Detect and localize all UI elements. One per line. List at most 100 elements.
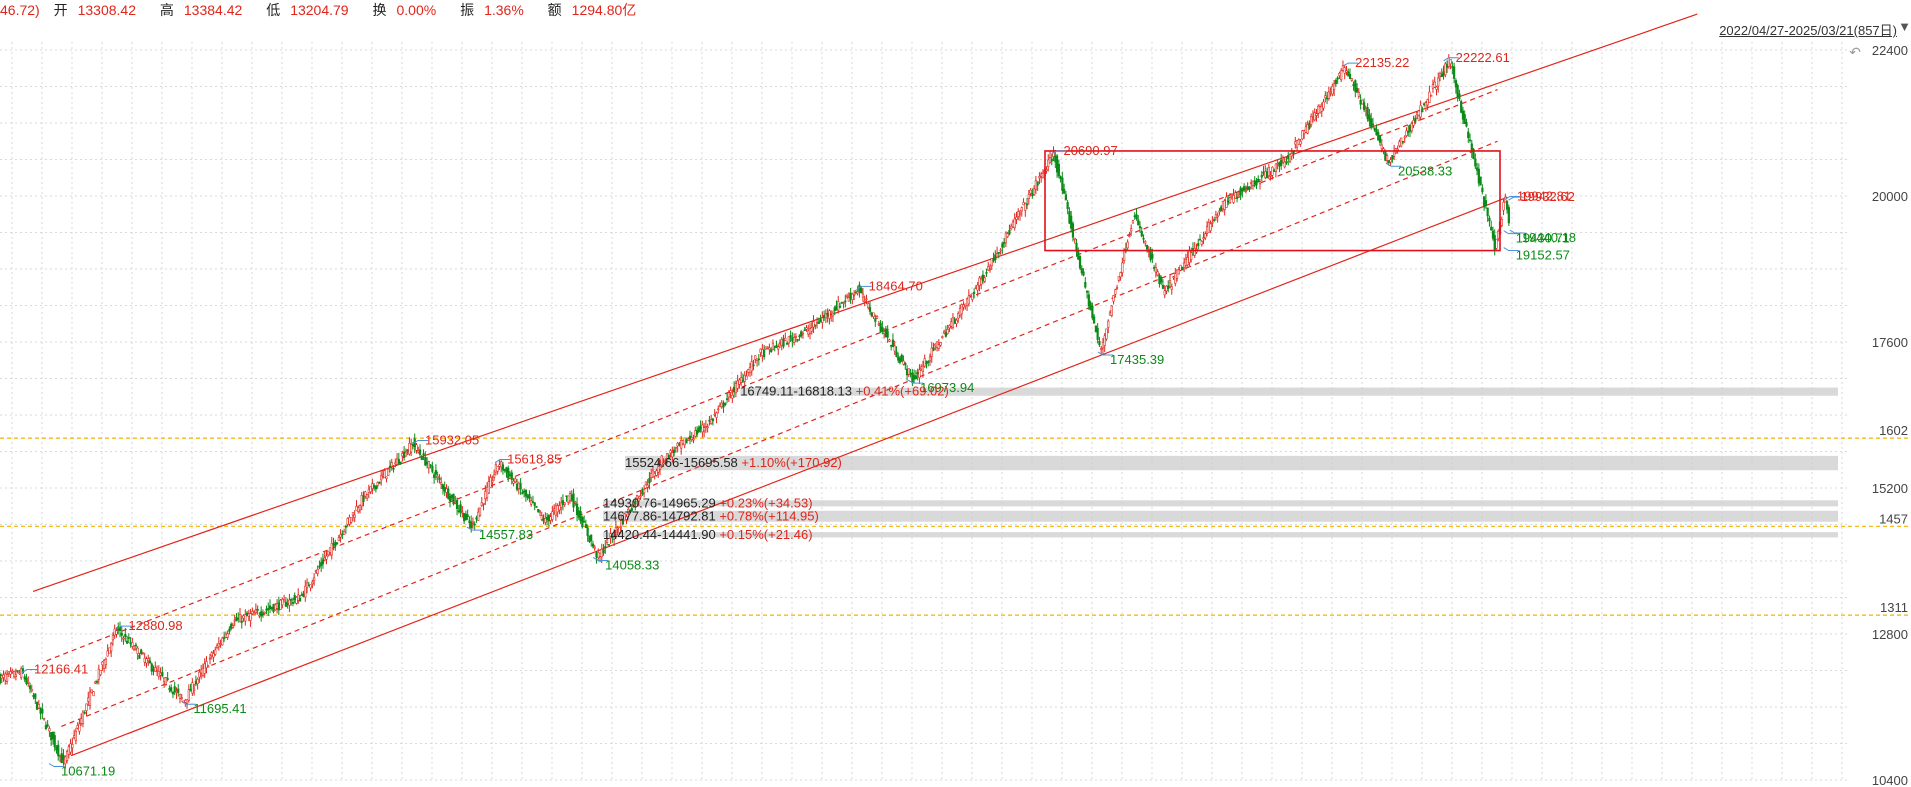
candle-body bbox=[235, 617, 238, 621]
candle-body bbox=[759, 348, 762, 353]
candle-body bbox=[1306, 124, 1309, 134]
candle-body bbox=[904, 362, 907, 366]
candle-body bbox=[104, 658, 107, 665]
candle-body bbox=[376, 482, 379, 486]
candle-body bbox=[55, 746, 58, 751]
candle-body bbox=[341, 533, 344, 536]
candle-body bbox=[625, 516, 628, 520]
candle-body bbox=[159, 672, 162, 676]
high-price-label: 18464.70 bbox=[869, 278, 923, 293]
gap-zone-band bbox=[602, 532, 1838, 538]
candle-body bbox=[1218, 210, 1221, 213]
candle-body bbox=[658, 465, 662, 470]
gap-zone-range: 16749.11-16818.13 bbox=[740, 384, 855, 399]
candle-body bbox=[489, 477, 492, 488]
candle-body bbox=[113, 628, 116, 636]
candle-body bbox=[1380, 144, 1383, 150]
candle-body bbox=[630, 507, 633, 512]
candle-body bbox=[1234, 192, 1237, 199]
candle-body bbox=[478, 507, 482, 516]
candle-body bbox=[928, 356, 932, 362]
candle-body bbox=[263, 611, 266, 614]
candle-body bbox=[764, 346, 767, 350]
high-price-label: 12880.98 bbox=[128, 618, 182, 633]
candle-body bbox=[1361, 99, 1364, 105]
candle-body bbox=[196, 678, 199, 684]
candle-body bbox=[18, 672, 21, 674]
candle-body bbox=[1220, 206, 1223, 211]
candle-body bbox=[1313, 112, 1316, 121]
candle-body bbox=[667, 454, 670, 460]
candle-body bbox=[1460, 101, 1463, 113]
candle-body bbox=[387, 468, 390, 476]
candle-body bbox=[28, 685, 32, 689]
candle-body bbox=[334, 541, 337, 547]
candle-body bbox=[734, 383, 737, 394]
candle-body bbox=[62, 755, 65, 760]
candle-body bbox=[418, 449, 422, 455]
candle-body bbox=[381, 474, 385, 477]
candle-body bbox=[267, 608, 270, 611]
candle-body bbox=[1013, 218, 1016, 229]
candle-body bbox=[1050, 158, 1053, 162]
candle-body bbox=[1468, 139, 1472, 142]
candle-body bbox=[1098, 340, 1101, 346]
candle-body bbox=[930, 347, 933, 357]
candle-body bbox=[1398, 141, 1401, 147]
candle-body bbox=[1423, 103, 1426, 106]
candle-body bbox=[1415, 112, 1419, 115]
candle-body bbox=[1237, 195, 1240, 198]
candle-body bbox=[791, 337, 794, 342]
candle-body bbox=[999, 249, 1002, 252]
candle-body bbox=[613, 535, 616, 540]
candle-body bbox=[223, 637, 226, 639]
candle-body bbox=[390, 462, 393, 467]
candle-body bbox=[826, 312, 829, 317]
candle-body bbox=[514, 478, 517, 483]
date-range-selector[interactable]: 2022/04/27-2025/03/21(857日) bbox=[1719, 23, 1897, 38]
candle-body bbox=[1431, 84, 1435, 89]
candle-body bbox=[757, 358, 760, 361]
candle-body bbox=[602, 549, 605, 554]
gap-zone-label: 15524.66-15695.58 +1.10%(+170.92) bbox=[625, 455, 842, 470]
candle-body bbox=[1031, 193, 1034, 196]
candle-body bbox=[1174, 273, 1177, 284]
candle-body bbox=[191, 682, 194, 694]
candle-body bbox=[194, 680, 197, 685]
candle-body bbox=[1430, 94, 1433, 97]
candle-body bbox=[1444, 63, 1447, 76]
candle-body bbox=[595, 552, 598, 558]
candle-body bbox=[849, 292, 852, 300]
candle-body bbox=[669, 450, 672, 454]
candle-body bbox=[16, 670, 19, 672]
candle-body bbox=[1273, 170, 1276, 172]
candle-body bbox=[136, 647, 139, 654]
candle-body bbox=[510, 472, 513, 480]
candle-body bbox=[148, 660, 152, 664]
candle-body bbox=[200, 669, 203, 674]
y-tick-label: 10400 bbox=[1872, 773, 1908, 787]
candle-body bbox=[681, 440, 685, 445]
candle-body bbox=[480, 502, 483, 506]
candle-body bbox=[1006, 233, 1009, 237]
candle-body bbox=[1257, 178, 1260, 183]
candle-body bbox=[277, 602, 280, 611]
candle-body bbox=[1211, 222, 1214, 224]
candle-body bbox=[1025, 203, 1029, 206]
candle-body bbox=[519, 483, 522, 490]
high-value: 13384.42 bbox=[183, 2, 243, 18]
candle-body bbox=[884, 328, 887, 338]
candle-body bbox=[163, 677, 166, 682]
candle-body bbox=[260, 611, 263, 617]
candle-body bbox=[1297, 139, 1300, 145]
candle-body bbox=[141, 652, 145, 655]
undo-icon[interactable]: ↶ bbox=[1849, 44, 1861, 60]
candle-body bbox=[253, 612, 256, 615]
candle-body bbox=[697, 427, 700, 433]
candle-body bbox=[1497, 230, 1500, 239]
triangle-down-icon[interactable]: ▼ bbox=[1898, 19, 1911, 34]
candle-body bbox=[1170, 286, 1173, 290]
candle-body bbox=[76, 725, 79, 729]
candle-body bbox=[450, 494, 453, 498]
